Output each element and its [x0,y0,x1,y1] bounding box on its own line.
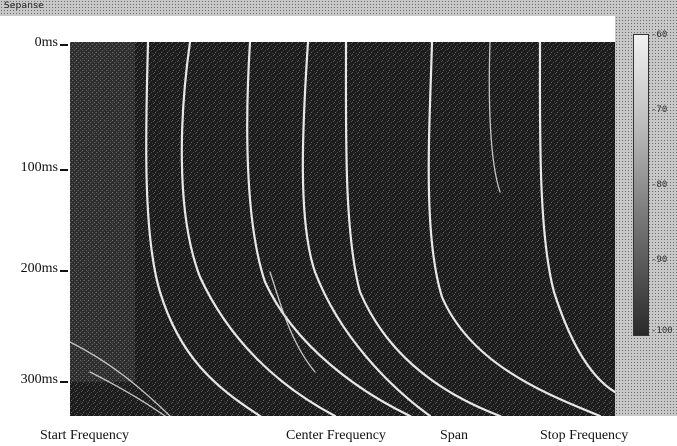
spectrogram-low-band [70,42,135,382]
y-tick-100ms: 100ms [0,160,68,180]
y-tick-mark [60,44,68,46]
sweep-line [246,42,412,416]
colorbar: -60 -70 -80 -90 -100 [615,16,677,416]
colorbar-tick: -60 [651,30,668,40]
sweep-line [538,42,615,394]
frequency-sweeps [145,42,615,416]
y-tick-label: 300ms [20,372,58,387]
colorbar-gradient [633,34,649,336]
sweep-line [427,42,602,416]
sweep-line [488,42,501,193]
sweep-line [269,271,316,373]
spectrogram-plot[interactable] [70,42,615,416]
time-axis: 0ms 100ms 200ms 300ms [0,16,70,446]
title-bar[interactable]: Sepanse [0,0,677,16]
y-tick-mark [60,169,68,171]
y-tick-0ms: 0ms [0,35,68,55]
sweep-line [301,42,432,416]
sweep-line [180,42,337,416]
center-frequency-label[interactable]: Center Frequency [286,428,386,443]
faint-sweeps [70,42,501,416]
window-title: Sepanse [4,1,44,11]
y-tick-label: 100ms [20,160,58,175]
colorbar-tick: -80 [651,180,668,190]
sweep-line [89,371,166,416]
frequency-axis: Start Frequency Center Frequency Span St… [0,416,677,446]
colorbar-tick: -90 [651,255,668,265]
stop-frequency-label[interactable]: Stop Frequency [540,428,629,443]
y-tick-mark [60,381,68,383]
y-tick-label: 200ms [20,261,58,276]
sweep-line [145,42,262,416]
y-tick-label: 0ms [34,35,58,50]
sweep-line [70,341,171,416]
y-tick-200ms: 200ms [0,261,68,281]
sweep-line [344,42,502,416]
spectrogram-canvas [70,42,615,416]
colorbar-tick: -70 [651,105,668,115]
colorbar-tick: -100 [651,326,673,336]
span-label[interactable]: Span [440,428,468,443]
spectrogram-background [70,42,615,416]
y-tick-mark [60,270,68,272]
start-frequency-label[interactable]: Start Frequency [40,428,130,443]
y-tick-300ms: 300ms [0,372,68,392]
